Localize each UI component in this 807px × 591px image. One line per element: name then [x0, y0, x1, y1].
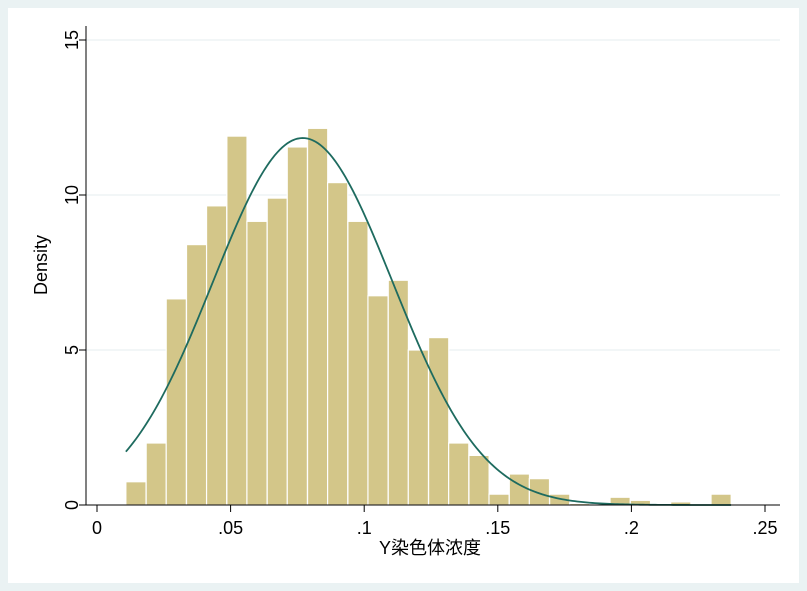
y-tick-label: 15	[62, 30, 82, 50]
x-tick-label: 0	[92, 518, 102, 538]
x-tick-label: .25	[752, 518, 777, 538]
histogram-bar	[488, 493, 510, 506]
x-tick-label: .05	[218, 518, 243, 538]
x-tick-label: .2	[624, 518, 639, 538]
axes	[85, 26, 780, 506]
histogram-bar	[347, 220, 369, 506]
axis-ticks: 0 .05 .1 .15 .2 .25 0 5 10 15	[62, 30, 778, 538]
histogram-bar	[710, 493, 732, 506]
y-axis-label: Density	[31, 235, 51, 295]
histogram-bar	[145, 442, 167, 506]
histogram-bar	[226, 135, 248, 506]
histogram-bar	[528, 478, 551, 506]
histogram-bar	[448, 442, 470, 506]
histogram-bar	[125, 481, 147, 506]
y-tick-label: 10	[62, 185, 82, 205]
histogram-bar	[427, 337, 450, 506]
histogram-bar	[185, 244, 208, 506]
histogram-bar	[508, 473, 531, 506]
histogram-bar	[165, 298, 187, 506]
y-tick-label: 0	[62, 500, 82, 510]
x-tick-label: .15	[485, 518, 510, 538]
y-tick-label: 5	[62, 345, 82, 355]
histogram-bar	[286, 146, 309, 506]
x-tick-label: .1	[357, 518, 372, 538]
histogram-bar	[326, 182, 349, 506]
histogram-bar	[246, 220, 268, 506]
histogram-bar	[407, 349, 430, 506]
histogram-bar	[468, 454, 490, 506]
x-axis-label: Y染色体浓度	[379, 538, 481, 558]
histogram-bar	[306, 127, 329, 506]
histogram-bar	[367, 295, 389, 506]
histogram-bar	[205, 205, 228, 506]
histogram-bar	[266, 197, 288, 506]
